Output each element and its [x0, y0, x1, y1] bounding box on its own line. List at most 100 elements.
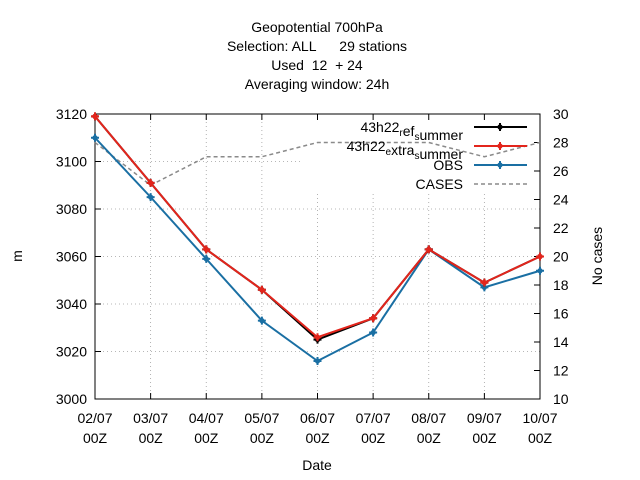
x-tick-label: 00Z: [83, 430, 108, 446]
legend-label-part: 43h22: [347, 138, 386, 154]
x-tick-label: 00Z: [361, 430, 386, 446]
chart-title-line: Used 12 + 24: [271, 57, 363, 73]
data-point: [146, 193, 155, 202]
x-tick-label: 03/07: [133, 410, 168, 426]
marker-dot: [497, 124, 503, 130]
data-point: [202, 254, 211, 263]
marker-dot: [426, 246, 432, 252]
data-point: [480, 278, 489, 287]
x-axis-label: Date: [302, 457, 332, 473]
legend-label: OBS: [433, 157, 463, 173]
legend-label-part: r: [399, 128, 403, 139]
y2-axis-label: No cases: [589, 227, 605, 285]
marker-dot: [92, 113, 98, 119]
legend-label-part: ummer: [419, 127, 463, 143]
data-point: [496, 161, 504, 169]
data-point: [257, 285, 266, 294]
legend-label: 43h22extrasummer: [347, 138, 464, 162]
y-tick-label: 3040: [56, 296, 87, 312]
y2-tick-label: 28: [553, 135, 569, 151]
marker-dot: [497, 143, 503, 149]
marker-dot: [259, 287, 265, 293]
data-point: [91, 133, 99, 142]
y2-tick-label: 12: [553, 363, 569, 379]
data-point: [424, 245, 433, 254]
y-tick-label: 3000: [56, 391, 87, 407]
x-tick-label: 00Z: [250, 430, 275, 446]
marker-dot: [481, 284, 487, 290]
y-axis-label: m: [9, 250, 25, 262]
x-tick-label: 00Z: [528, 430, 553, 446]
legend-entry: 43h22extrasummer: [347, 138, 527, 162]
x-tick-label: 00Z: [194, 430, 219, 446]
marker-dot: [203, 246, 209, 252]
x-tick-label: 00Z: [139, 430, 164, 446]
axes: 300030203040306030803100312002/0700Z03/0…: [56, 106, 569, 446]
data-point: [496, 142, 504, 150]
marker-dot: [481, 280, 487, 286]
legend-label-part: xtra: [391, 142, 415, 158]
legend-label-part: s: [414, 151, 419, 162]
legend-label-part: OBS: [433, 157, 463, 173]
legend-entry: 43h22refsummer: [360, 119, 527, 143]
legend-label-part: CASES: [416, 176, 463, 192]
data-point: [313, 357, 322, 365]
series-line-obs: [94, 137, 541, 363]
y-tick-label: 3060: [56, 249, 87, 265]
marker-dot: [148, 180, 154, 186]
y2-tick-label: 26: [553, 163, 569, 179]
marker-dot: [148, 194, 154, 200]
marker-dot: [314, 334, 321, 340]
x-tick-label: 09/07: [467, 410, 502, 426]
x-tick-label: 02/07: [77, 410, 112, 426]
x-tick-label: 07/07: [356, 410, 391, 426]
marker-dot: [92, 135, 98, 141]
data-point: [313, 333, 322, 342]
marker-dot: [497, 162, 503, 168]
y2-tick-label: 22: [553, 220, 569, 236]
data-point: [146, 178, 155, 187]
data-point: [536, 252, 544, 261]
y-tick-label: 3080: [56, 201, 87, 217]
y-tick-label: 3020: [56, 344, 87, 360]
x-tick-label: 10/07: [522, 410, 557, 426]
data-point: [257, 316, 266, 325]
legend-label-part: ef: [403, 123, 415, 139]
marker-dot: [259, 318, 265, 324]
data-point: [369, 328, 378, 337]
data-point: [369, 314, 378, 323]
marker-dot: [537, 268, 543, 274]
x-tick-label: 00Z: [305, 430, 330, 446]
marker-dot: [203, 256, 209, 262]
legend-label-part: ummer: [419, 146, 463, 162]
marker-dot: [537, 253, 543, 260]
marker-dot: [314, 358, 321, 364]
marker-dot: [370, 329, 376, 336]
y2-tick-label: 30: [553, 106, 569, 122]
series-layer: [91, 112, 544, 365]
legend-label-part: 43h22: [360, 119, 399, 135]
x-tick-label: 00Z: [417, 430, 442, 446]
x-tick-label: 08/07: [411, 410, 446, 426]
y2-tick-label: 24: [553, 192, 569, 208]
legend-label-part: s: [414, 132, 419, 143]
y2-tick-label: 16: [553, 306, 569, 322]
legend-entry: CASES: [416, 176, 527, 192]
data-point: [496, 123, 504, 131]
legend-label: 43h22refsummer: [360, 119, 463, 143]
x-tick-label: 04/07: [189, 410, 224, 426]
y-tick-label: 3120: [56, 106, 87, 122]
y2-tick-label: 14: [553, 334, 569, 350]
grid-lines: [95, 114, 540, 399]
data-point: [202, 245, 211, 254]
chart-title-line: Averaging window: 24h: [245, 76, 390, 92]
marker-dot: [370, 315, 376, 321]
chart-title-line: Geopotential 700hPa: [251, 19, 383, 35]
y2-tick-label: 10: [553, 391, 569, 407]
y2-tick-label: 20: [553, 249, 569, 265]
data-point: [536, 266, 544, 275]
x-tick-label: 06/07: [300, 410, 335, 426]
chart-title: Geopotential 700hPa Selection: ALL 29 st…: [227, 19, 407, 92]
